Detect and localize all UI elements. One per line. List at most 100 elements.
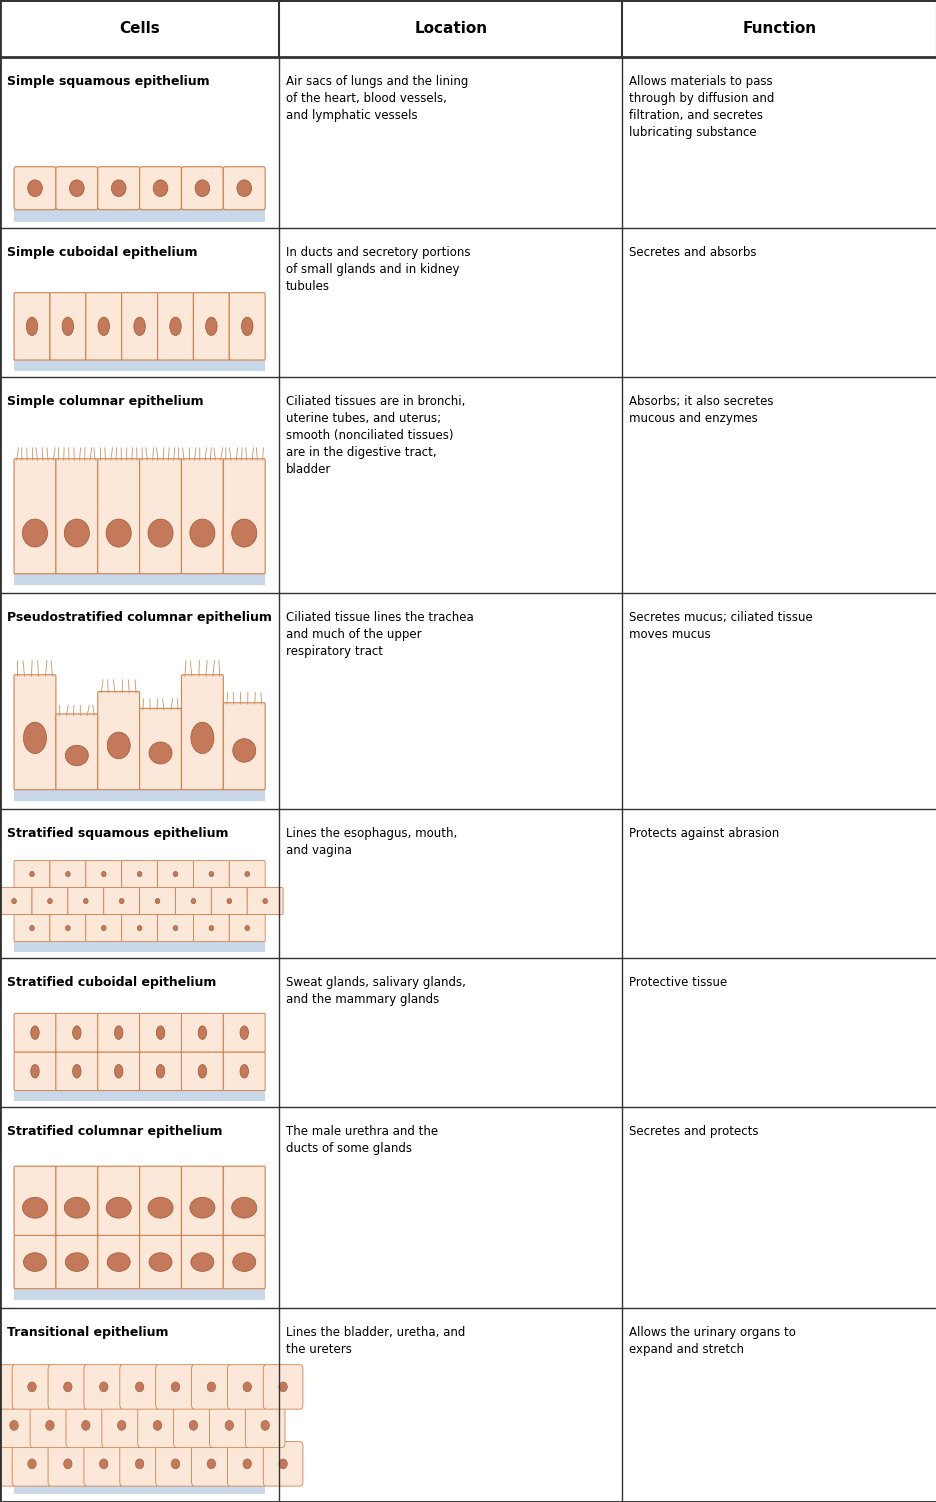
FancyBboxPatch shape xyxy=(229,915,265,942)
Text: Stratified cuboidal epithelium: Stratified cuboidal epithelium xyxy=(7,976,215,990)
FancyBboxPatch shape xyxy=(14,861,50,888)
Ellipse shape xyxy=(101,925,106,931)
Ellipse shape xyxy=(119,898,124,904)
Bar xyxy=(0,810,936,958)
Ellipse shape xyxy=(66,1253,88,1271)
Ellipse shape xyxy=(198,1065,206,1078)
Ellipse shape xyxy=(62,317,74,335)
FancyBboxPatch shape xyxy=(229,293,265,360)
FancyBboxPatch shape xyxy=(84,1442,124,1485)
Bar xyxy=(14,1090,265,1101)
Bar xyxy=(0,1308,936,1502)
FancyBboxPatch shape xyxy=(12,1365,51,1409)
Bar xyxy=(0,1107,936,1308)
FancyBboxPatch shape xyxy=(67,888,104,915)
FancyBboxPatch shape xyxy=(50,915,86,942)
FancyBboxPatch shape xyxy=(139,1014,182,1051)
FancyBboxPatch shape xyxy=(14,674,56,790)
Text: Secretes and protects: Secretes and protects xyxy=(628,1125,757,1139)
FancyBboxPatch shape xyxy=(14,915,50,942)
Text: Simple squamous epithelium: Simple squamous epithelium xyxy=(7,75,209,89)
Ellipse shape xyxy=(11,898,17,904)
FancyBboxPatch shape xyxy=(97,1166,139,1236)
FancyBboxPatch shape xyxy=(210,1403,249,1448)
FancyBboxPatch shape xyxy=(229,861,265,888)
FancyBboxPatch shape xyxy=(14,167,56,210)
Text: Allows the urinary organs to
expand and stretch: Allows the urinary organs to expand and … xyxy=(628,1326,795,1356)
Ellipse shape xyxy=(114,1026,123,1039)
Ellipse shape xyxy=(195,180,210,197)
Ellipse shape xyxy=(279,1382,287,1392)
FancyBboxPatch shape xyxy=(56,1014,97,1051)
FancyBboxPatch shape xyxy=(193,293,229,360)
Ellipse shape xyxy=(134,317,145,335)
FancyBboxPatch shape xyxy=(122,915,157,942)
FancyBboxPatch shape xyxy=(182,167,223,210)
Text: Air sacs of lungs and the lining
of the heart, blood vessels,
and lymphatic vess: Air sacs of lungs and the lining of the … xyxy=(285,75,468,122)
Text: Simple cuboidal epithelium: Simple cuboidal epithelium xyxy=(7,246,197,260)
Text: Ciliated tissue lines the trachea
and much of the upper
respiratory tract: Ciliated tissue lines the trachea and mu… xyxy=(285,611,473,658)
FancyBboxPatch shape xyxy=(97,1236,139,1289)
FancyBboxPatch shape xyxy=(182,1236,223,1289)
Text: Allows materials to pass
through by diffusion and
filtration, and secretes
lubri: Allows materials to pass through by diff… xyxy=(628,75,773,140)
FancyBboxPatch shape xyxy=(48,1365,88,1409)
Ellipse shape xyxy=(46,1421,54,1430)
Ellipse shape xyxy=(73,1065,80,1078)
FancyBboxPatch shape xyxy=(122,293,157,360)
Ellipse shape xyxy=(191,898,196,904)
Ellipse shape xyxy=(189,1421,197,1430)
Ellipse shape xyxy=(9,1421,19,1430)
Text: Lines the esophagus, mouth,
and vagina: Lines the esophagus, mouth, and vagina xyxy=(285,828,457,858)
FancyBboxPatch shape xyxy=(138,1403,177,1448)
FancyBboxPatch shape xyxy=(56,1051,97,1090)
Ellipse shape xyxy=(64,1382,72,1392)
Text: In ducts and secretory portions
of small glands and in kidney
tubules: In ducts and secretory portions of small… xyxy=(285,246,470,293)
Ellipse shape xyxy=(232,739,256,762)
FancyBboxPatch shape xyxy=(139,1051,182,1090)
Bar xyxy=(0,377,936,593)
Text: Sweat glands, salivary glands,
and the mammary glands: Sweat glands, salivary glands, and the m… xyxy=(285,976,465,1006)
FancyBboxPatch shape xyxy=(0,1442,16,1485)
FancyBboxPatch shape xyxy=(223,1236,265,1289)
Ellipse shape xyxy=(244,871,249,877)
FancyBboxPatch shape xyxy=(86,861,122,888)
Bar xyxy=(0,958,936,1107)
Ellipse shape xyxy=(209,925,213,931)
Ellipse shape xyxy=(205,317,217,335)
Ellipse shape xyxy=(99,1382,108,1392)
Ellipse shape xyxy=(65,520,89,547)
FancyBboxPatch shape xyxy=(97,1014,139,1051)
Ellipse shape xyxy=(173,871,178,877)
Bar xyxy=(0,57,936,228)
Text: The male urethra and the
ducts of some glands: The male urethra and the ducts of some g… xyxy=(285,1125,437,1155)
Ellipse shape xyxy=(279,1458,287,1469)
FancyBboxPatch shape xyxy=(0,1403,34,1448)
FancyBboxPatch shape xyxy=(155,1365,195,1409)
Ellipse shape xyxy=(66,925,70,931)
FancyBboxPatch shape xyxy=(122,861,157,888)
Ellipse shape xyxy=(207,1382,215,1392)
FancyBboxPatch shape xyxy=(157,861,193,888)
FancyBboxPatch shape xyxy=(14,1236,56,1289)
Ellipse shape xyxy=(114,1065,123,1078)
FancyBboxPatch shape xyxy=(182,1014,223,1051)
FancyBboxPatch shape xyxy=(182,1051,223,1090)
Ellipse shape xyxy=(26,317,37,335)
FancyBboxPatch shape xyxy=(97,167,139,210)
FancyBboxPatch shape xyxy=(0,1365,16,1409)
Text: Secretes mucus; ciliated tissue
moves mucus: Secretes mucus; ciliated tissue moves mu… xyxy=(628,611,812,641)
FancyBboxPatch shape xyxy=(139,888,175,915)
Ellipse shape xyxy=(99,1458,108,1469)
Ellipse shape xyxy=(198,1026,206,1039)
FancyBboxPatch shape xyxy=(0,888,32,915)
FancyBboxPatch shape xyxy=(212,888,247,915)
FancyBboxPatch shape xyxy=(48,1442,88,1485)
Bar xyxy=(0,593,936,810)
FancyBboxPatch shape xyxy=(157,915,193,942)
Text: Stratified squamous epithelium: Stratified squamous epithelium xyxy=(7,828,227,840)
Ellipse shape xyxy=(107,1253,130,1271)
Ellipse shape xyxy=(191,1253,213,1271)
Ellipse shape xyxy=(48,898,52,904)
FancyBboxPatch shape xyxy=(155,1442,195,1485)
FancyBboxPatch shape xyxy=(263,1442,302,1485)
